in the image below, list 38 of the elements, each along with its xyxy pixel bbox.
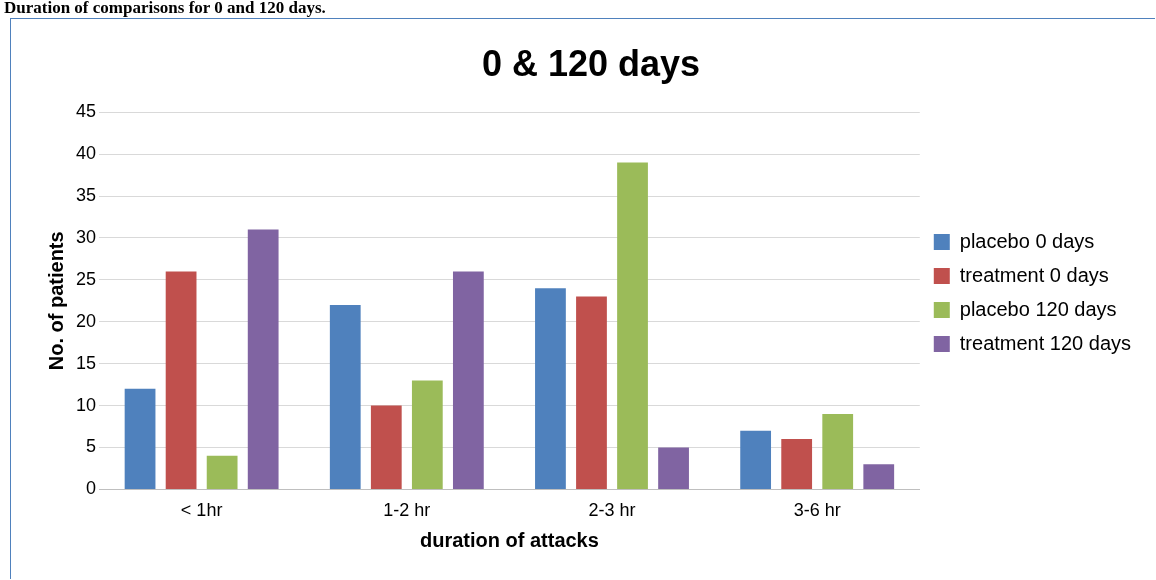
legend-label: placebo 120 days — [959, 297, 1117, 320]
bar — [576, 296, 607, 489]
x-axis-title: duration of attacks — [419, 528, 599, 551]
y-tick-label: 15 — [75, 352, 97, 373]
bar — [535, 288, 566, 489]
bar — [206, 455, 238, 489]
x-tick-label: 3-6 hr — [793, 500, 841, 521]
bar — [740, 430, 772, 489]
x-tick-label: 1-2 hr — [383, 500, 431, 521]
legend-label: treatment 0 days — [959, 263, 1109, 286]
bar — [370, 405, 402, 489]
bar — [329, 304, 361, 489]
bar — [124, 388, 156, 489]
x-tick-label: < 1hr — [180, 500, 223, 521]
bar — [165, 271, 197, 489]
bar — [658, 447, 689, 489]
bar — [822, 413, 854, 489]
x-tick-label: 2-3 hr — [588, 500, 636, 521]
y-tick-label: 25 — [75, 268, 97, 289]
y-tick-label: 10 — [75, 394, 97, 415]
y-tick-label: 35 — [75, 184, 97, 205]
bar — [411, 380, 443, 489]
y-tick-label: 0 — [86, 478, 97, 499]
y-axis-title: No. of patients — [44, 231, 67, 371]
y-tick-label: 40 — [75, 143, 97, 164]
bar — [247, 229, 279, 489]
y-tick-label: 45 — [75, 101, 97, 122]
legend-label: treatment 120 days — [959, 331, 1132, 354]
bar — [452, 271, 484, 489]
bar — [617, 162, 648, 489]
chart-title: 0 & 120 days — [481, 42, 701, 84]
text: Duration of comparisons for 0 and 120 days. — [3, 0, 327, 18]
bar — [863, 464, 895, 489]
y-tick-label: 20 — [75, 310, 97, 331]
y-tick-label: 5 — [86, 436, 97, 457]
bar — [781, 439, 813, 489]
legend-label: placebo 0 days — [959, 229, 1095, 252]
y-tick-label: 30 — [75, 226, 97, 247]
